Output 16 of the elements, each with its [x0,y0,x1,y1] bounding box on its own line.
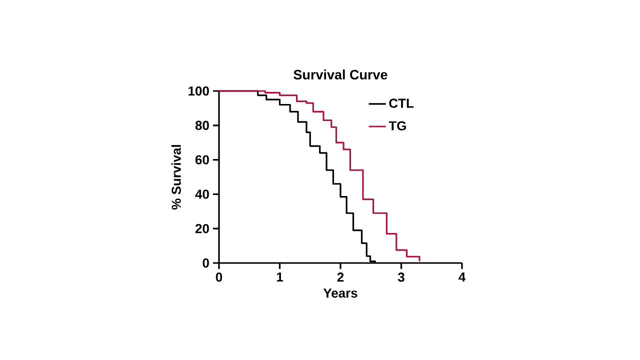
y-tick-label: 0 [202,258,209,268]
x-tick-label: 3 [398,272,404,282]
x-tick-label: 4 [458,272,466,282]
y-tick-label: 20 [195,224,209,234]
y-tick-label: 80 [195,120,209,130]
x-axis-title: Years [323,288,358,298]
legend-label: CTL [389,98,414,108]
y-axis-title: % Survival [171,145,181,210]
chart-title: Survival Curve [294,70,388,80]
x-tick-label: 1 [276,272,284,282]
y-tick-label: 60 [195,155,209,164]
y-tick-label: 100 [188,86,209,96]
legend-label: TG [388,121,406,130]
x-tick-label: 2 [337,272,344,282]
y-tick-label: 40 [195,190,209,199]
x-tick-label: 0 [216,272,222,282]
